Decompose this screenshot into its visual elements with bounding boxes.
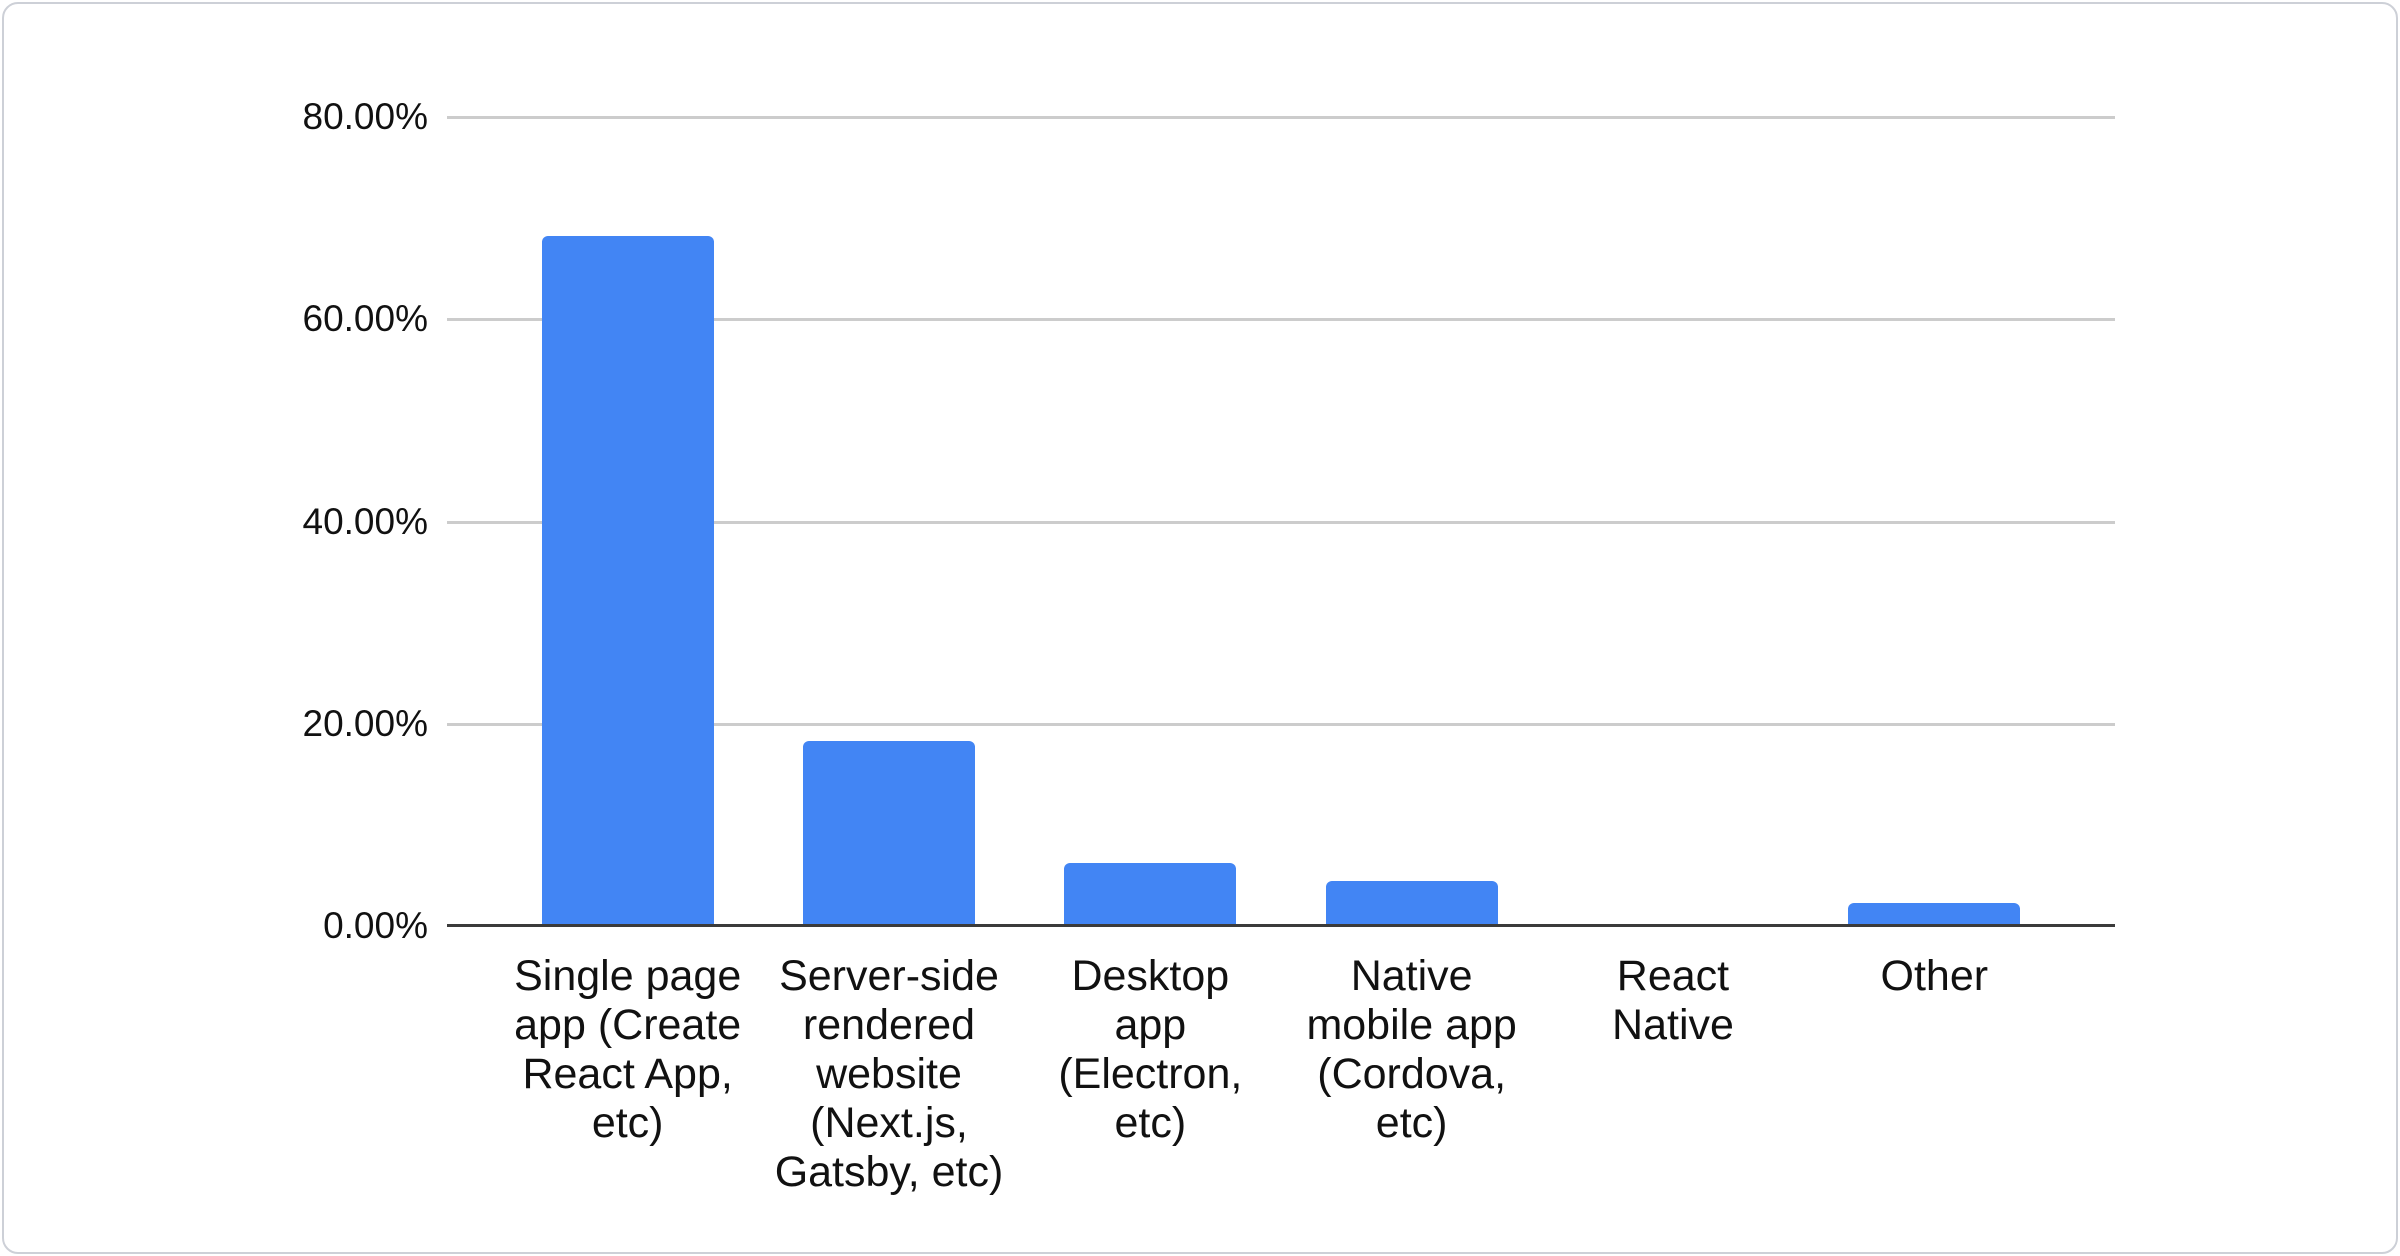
x-label-react-native: React Native (1612, 952, 1734, 1049)
bar-other (1848, 902, 2021, 926)
bar-slot-single-page-app-create-react-app-etc (497, 117, 758, 926)
bar-slot-desktop-app-electron-etc (1020, 117, 1281, 926)
x-label-other: Other (1880, 952, 1989, 1000)
y-tick-label-80: 80.00% (302, 96, 429, 137)
gridline-80 (447, 116, 2115, 119)
x-label-single-page-app-create-react-app-etc: Single page app (Create React App, etc) (514, 952, 742, 1147)
x-label-desktop-app-electron-etc: Desktop app (Electron, etc) (1058, 952, 1243, 1147)
bar-server-side-rendered-website-next-js-gat (802, 740, 975, 926)
bar-slot-other (1804, 117, 2065, 926)
y-tick-label-60: 60.00% (302, 298, 429, 340)
gridline-60 (447, 318, 2115, 322)
bar-slot-server-side-rendered-website-next-js-gat (758, 117, 1019, 926)
x-axis-line (447, 924, 2115, 927)
y-tick-label-40: 40.00% (302, 500, 429, 542)
bar-desktop-app-electron-etc (1064, 863, 1237, 926)
x-axis-labels: Single page app (Create React App, etc) S… (447, 952, 2115, 1197)
y-tick-label-0: 0.00% (323, 905, 428, 946)
x-label-server-side-rendered-website-next-js-gat: Server-side rendered website (Next.js, G… (774, 952, 1004, 1196)
y-tick-label-20: 20.00% (302, 702, 429, 744)
bar-slot-native-mobile-app-cordova-etc (1281, 117, 1542, 926)
gridline-20 (447, 722, 2115, 726)
bar-single-page-app-create-react-app-etc (541, 236, 714, 926)
plot-area (447, 116, 2115, 926)
bars-row (447, 117, 2115, 926)
x-label-native-mobile-app-cordova-etc: Native mobile app (Cordova, etc) (1306, 952, 1517, 1147)
bar-slot-react-native (1542, 117, 1803, 926)
gridline-40 (447, 520, 2115, 524)
bar-native-mobile-app-cordova-etc (1325, 880, 1498, 926)
